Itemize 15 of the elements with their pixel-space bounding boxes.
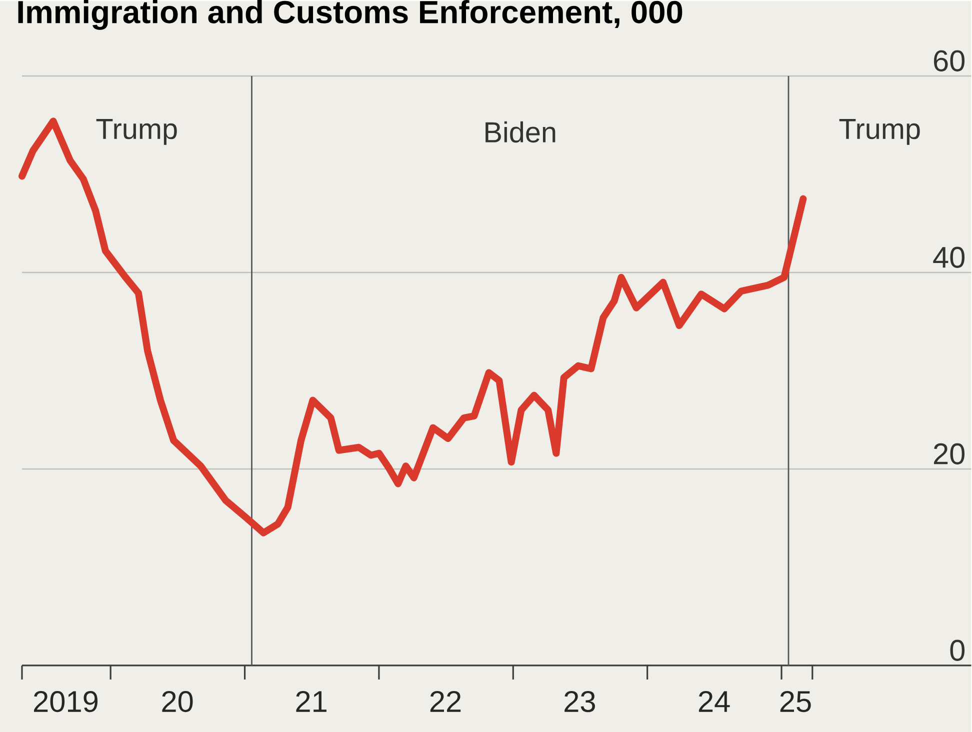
- x-tick-label: 25: [780, 690, 811, 712]
- y-tick-label: 40: [933, 246, 965, 268]
- x-tick-label: 22: [430, 690, 461, 712]
- x-tick-label: 20: [162, 690, 193, 712]
- x-tick-label: 24: [698, 690, 730, 712]
- x-tick-label: 21: [296, 690, 326, 712]
- annotation: Trump: [96, 118, 177, 145]
- y-tick-label: 60: [934, 50, 965, 72]
- annotation: Biden: [486, 121, 556, 142]
- x-tick-label: 23: [564, 690, 595, 712]
- chart-title: Immigration and Customs Enforcement, 000: [18, 0, 682, 30]
- y-tick-label: 20: [934, 443, 965, 464]
- annotation: Trump: [839, 118, 920, 145]
- y-tick-label: 0: [950, 640, 965, 661]
- x-tick-label: 2019: [34, 690, 98, 712]
